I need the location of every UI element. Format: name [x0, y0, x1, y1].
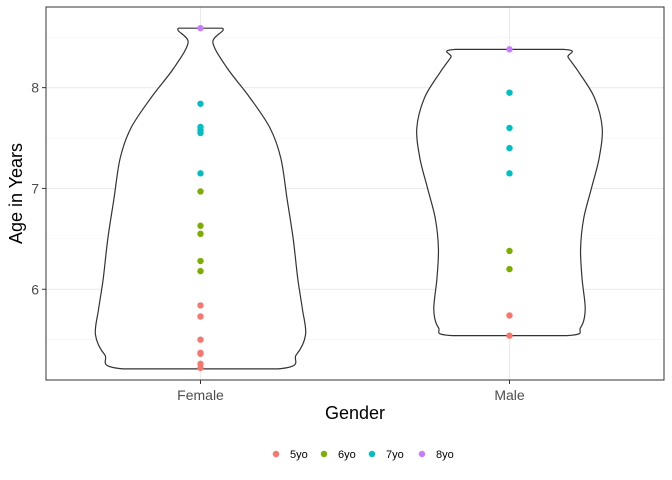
data-point-male-5yo: [506, 332, 513, 339]
legend-key-6yo: [320, 450, 328, 458]
plot-panel-border: [45, 6, 665, 381]
legend: 5yo 6yo 7yo 8yo: [272, 449, 454, 461]
violin-female: [94, 27, 307, 370]
y-tick-label: 6: [31, 281, 39, 297]
data-point-female-5yo: [197, 302, 204, 309]
data-point-female-7yo: [197, 170, 204, 177]
data-point-male-7yo: [506, 124, 513, 132]
data-point-male-7yo: [506, 170, 513, 177]
y-tick-label: 7: [31, 180, 39, 196]
x-tick-label: Female: [177, 387, 224, 403]
data-point-male-6yo: [506, 247, 513, 255]
legend-label-6yo: 6yo: [338, 449, 356, 461]
legend-label-8yo: 8yo: [436, 449, 454, 461]
data-point-female-6yo: [197, 257, 204, 265]
data-point-female-8yo: [197, 24, 204, 32]
legend-key-8yo: [418, 450, 426, 458]
data-point-male-6yo: [506, 265, 513, 273]
violins: [94, 27, 603, 370]
y-tick-label: 8: [31, 80, 39, 96]
data-point-male-8yo: [506, 46, 513, 53]
legend-key-7yo: [368, 450, 376, 458]
y-axis-title: Age in Years: [6, 143, 26, 244]
data-point-male-5yo: [506, 312, 513, 319]
data-point-female-6yo: [197, 188, 204, 195]
data-point-male-7yo: [506, 144, 513, 152]
y-axis-ticks: 6 7 8: [31, 80, 46, 297]
data-point-female-5yo: [197, 364, 204, 372]
data-point-male-7yo: [506, 89, 513, 96]
data-points: [197, 24, 513, 372]
legend-label-7yo: 7yo: [386, 449, 404, 461]
violin-male: [416, 48, 603, 337]
data-point-female-6yo: [197, 222, 204, 229]
data-point-female-6yo: [197, 230, 204, 238]
legend-key-5yo: [272, 450, 280, 458]
x-axis-title: Gender: [325, 403, 385, 423]
legend-label-5yo: 5yo: [290, 449, 308, 461]
x-axis-ticks: Female Male: [177, 380, 525, 403]
data-point-female-7yo: [197, 129, 204, 137]
data-point-female-7yo: [197, 100, 204, 107]
data-point-female-5yo: [197, 350, 204, 357]
data-point-female-6yo: [197, 267, 204, 275]
data-point-female-5yo: [197, 336, 204, 343]
x-tick-label: Male: [494, 387, 525, 403]
data-point-female-5yo: [197, 313, 204, 320]
